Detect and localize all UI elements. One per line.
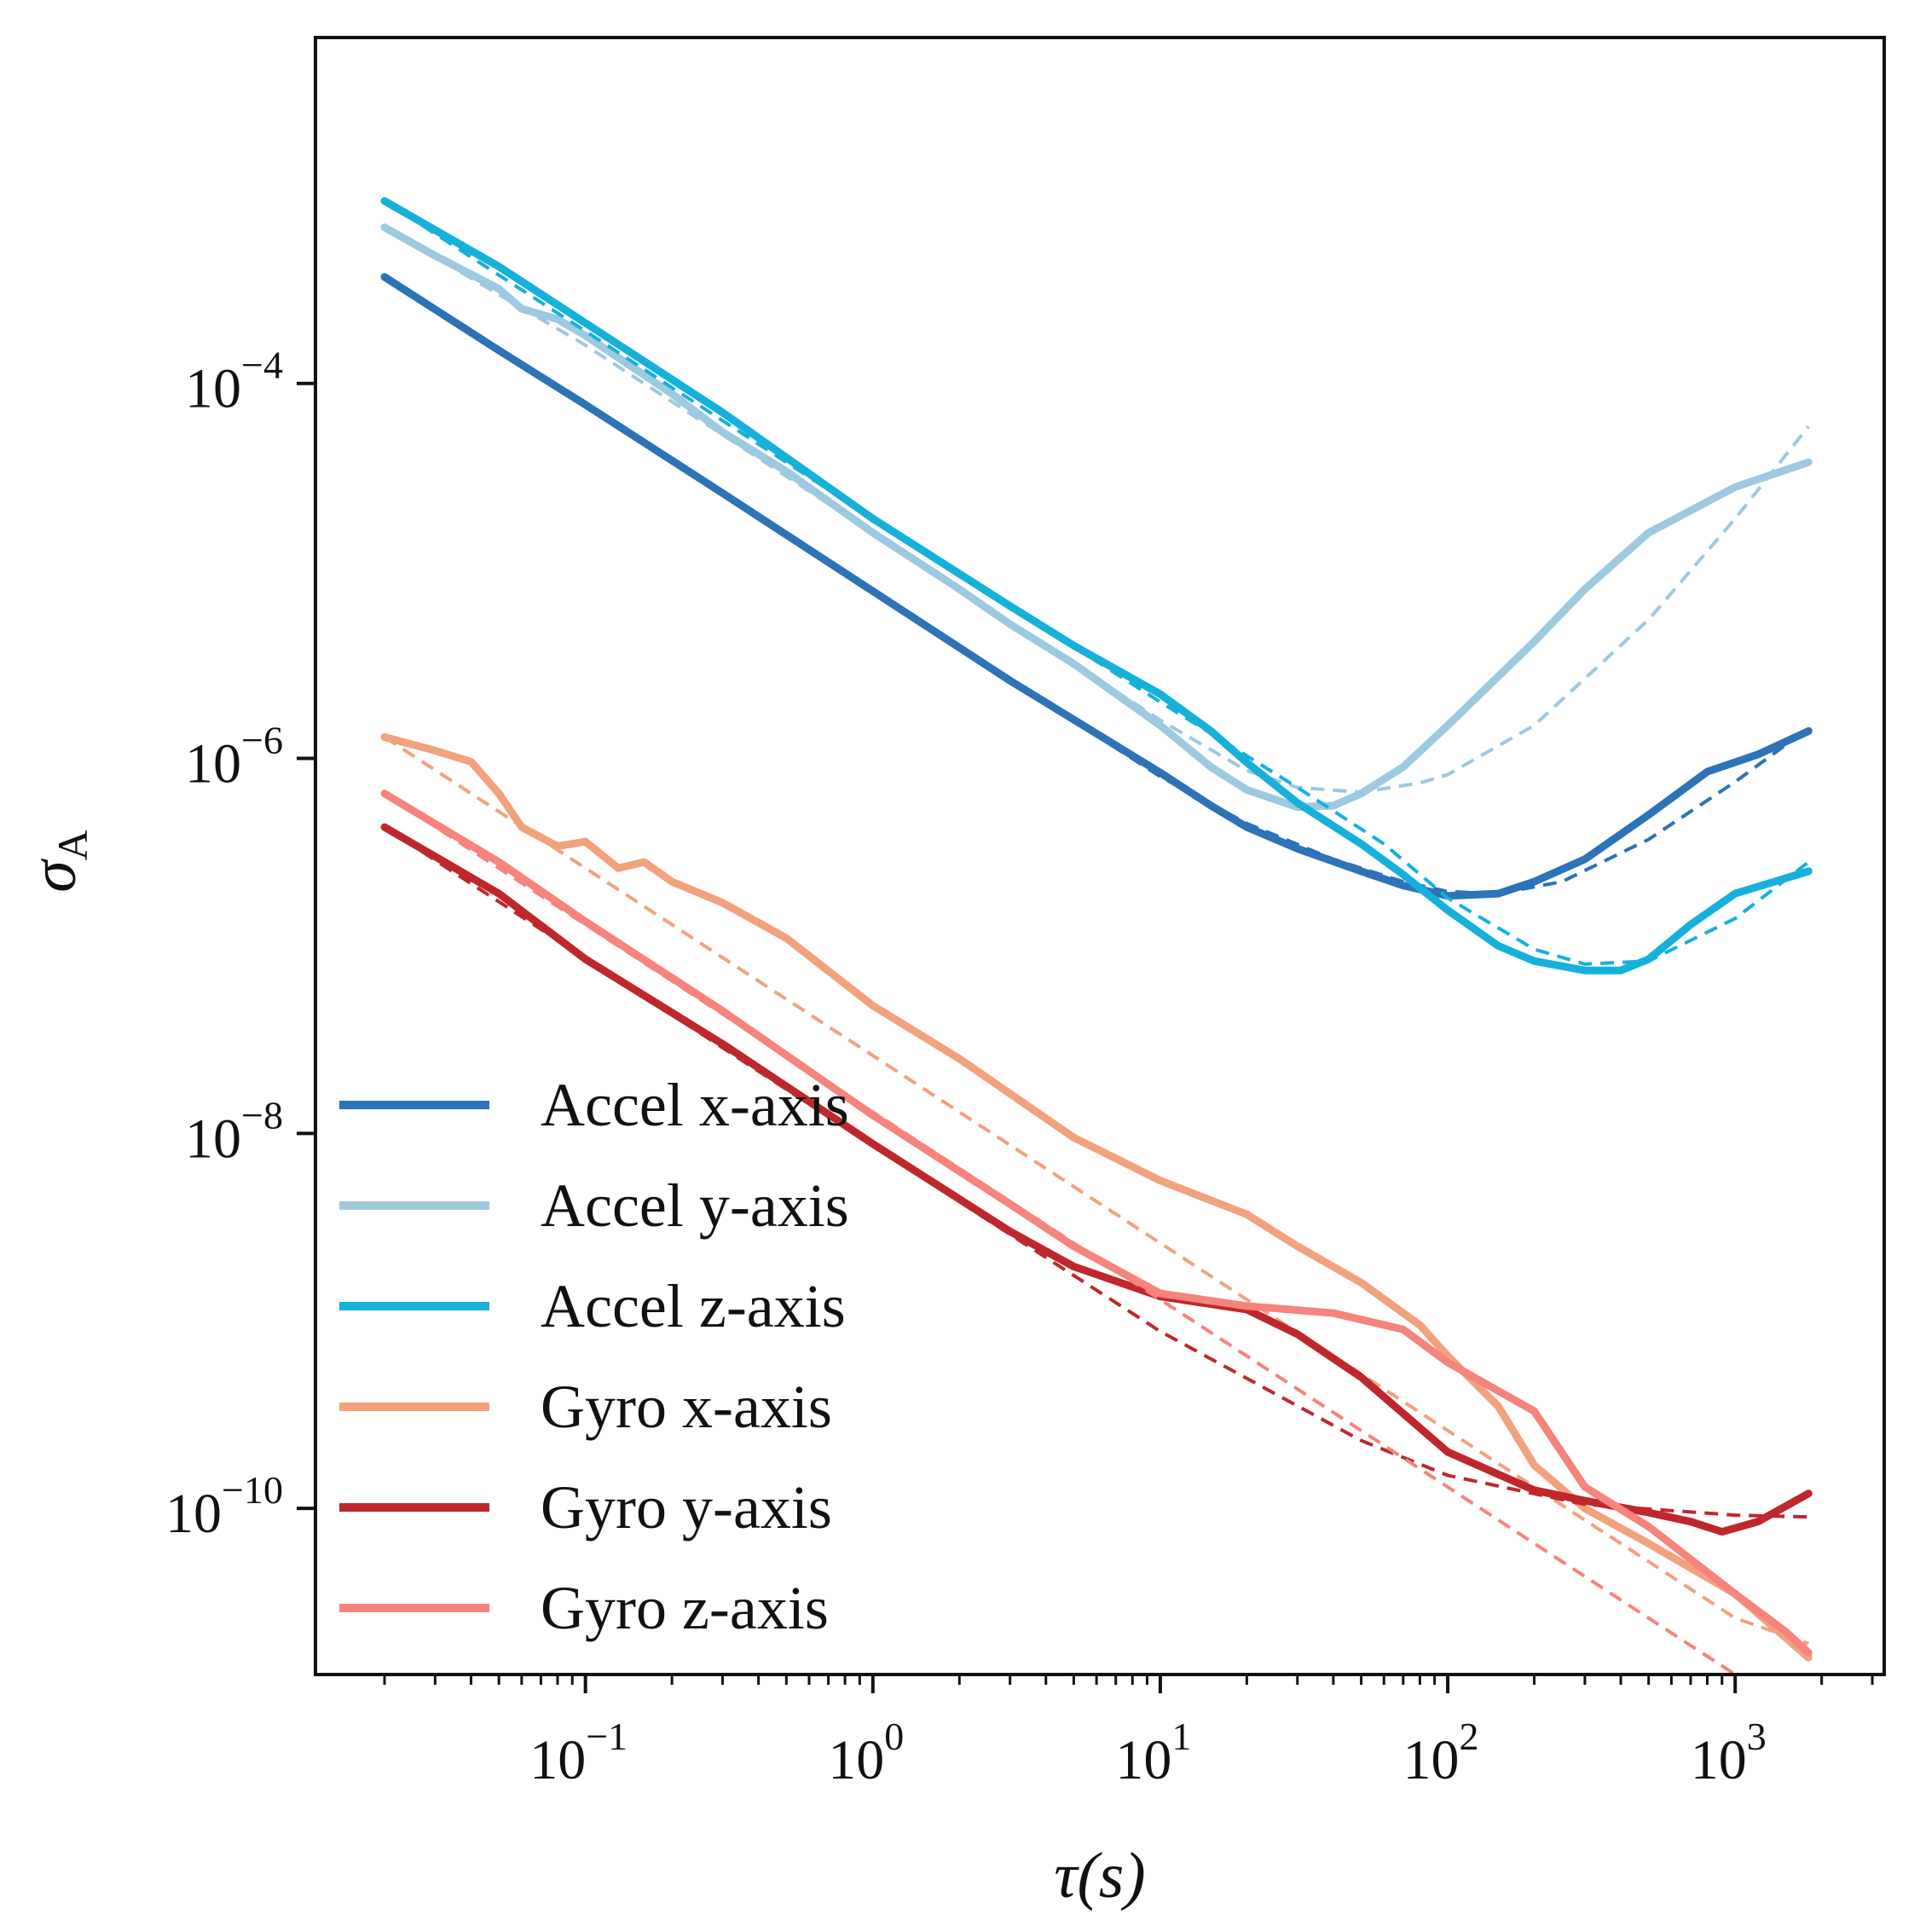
y-axis-title-main: σ	[18, 859, 90, 893]
legend-label-accel-y-axis: Accel y-axis	[541, 1171, 849, 1240]
legend-label-accel-z-axis: Accel z-axis	[541, 1272, 846, 1340]
legend-label-gyro-x-axis: Gyro x-axis	[541, 1373, 832, 1441]
fit-line-accel-y-axis	[383, 225, 1810, 795]
y-axis-title-sub: A	[49, 830, 96, 860]
fit-line-gyro-y-axis	[383, 825, 1809, 1519]
x-tick-label: 10−1	[529, 1715, 627, 1791]
series-line-accel-y-axis	[380, 223, 1813, 812]
fit-line-accel-z-axis	[383, 200, 1810, 966]
series-line-gyro-z-axis	[380, 790, 1813, 1657]
y-axis-title: σA	[18, 830, 96, 893]
plot-frame	[314, 36, 1886, 1676]
x-tick-label: 103	[1691, 1715, 1767, 1791]
x-tick-label: 100	[828, 1715, 904, 1791]
legend-label-gyro-y-axis: Gyro y-axis	[541, 1473, 832, 1542]
svg-text:σA: σA	[18, 830, 96, 893]
ticks-layer: 10−1 100 101 102 103 10−4 10−6 10−8 10−10	[165, 344, 1874, 1791]
series-line-accel-z-axis	[380, 197, 1813, 975]
series-line-gyro-y-axis	[380, 823, 1813, 1536]
series-layer	[380, 197, 1813, 1675]
fit-line-accel-x-axis	[383, 275, 1810, 896]
x-tick-label: 101	[1115, 1715, 1191, 1791]
x-axis-title: τ(s)	[1054, 1840, 1145, 1912]
y-tick-label: 10−6	[185, 719, 283, 795]
legend-label-accel-x-axis: Accel x-axis	[541, 1071, 849, 1139]
legend: Accel x-axis Accel y-axis Accel z-axis Gyro…	[339, 1071, 849, 1642]
y-tick-label: 10−10	[165, 1468, 283, 1545]
x-tick-label: 102	[1403, 1715, 1479, 1791]
legend-label-gyro-z-axis: Gyro z-axis	[541, 1574, 829, 1642]
y-tick-label: 10−4	[185, 344, 283, 420]
y-tick-label: 10−8	[185, 1093, 283, 1170]
